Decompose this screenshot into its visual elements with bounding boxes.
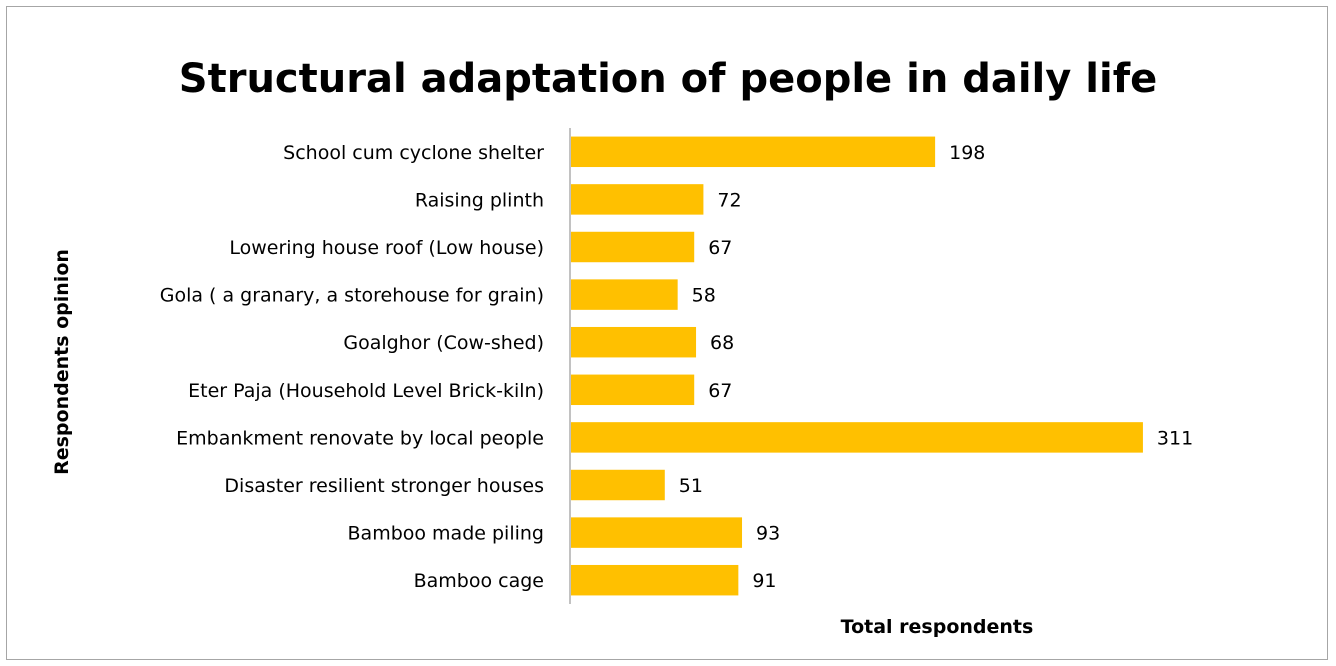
data-label: 58 <box>692 285 716 307</box>
category-label: School cum cyclone shelter <box>283 142 544 164</box>
y-axis-title: Respondents opinion <box>51 249 73 475</box>
data-label: 67 <box>708 237 732 259</box>
category-label: Embankment renovate by local people <box>176 427 544 449</box>
bar <box>571 374 695 406</box>
data-label: 91 <box>752 570 776 592</box>
category-label: Lowering house roof (Low house) <box>229 237 544 259</box>
category-label: Disaster resilient stronger houses <box>224 475 544 497</box>
bar <box>571 422 1143 453</box>
bar <box>571 136 936 168</box>
category-label: Goalghor (Cow-shed) <box>343 332 544 354</box>
bar <box>571 469 665 501</box>
x-axis-title: Total respondents <box>841 616 1034 638</box>
value-labels: 198 72 67 58 68 67 311 51 93 91 <box>679 142 1193 592</box>
bar <box>571 517 743 548</box>
category-label: Raising plinth <box>415 189 544 211</box>
category-label: Bamboo cage <box>414 570 544 592</box>
category-labels: School cum cyclone shelter Raising plinth… <box>160 142 544 592</box>
bars-group <box>571 136 1143 596</box>
data-label: 198 <box>949 142 985 164</box>
bar <box>571 279 678 310</box>
data-label: 311 <box>1157 427 1193 449</box>
data-label: 51 <box>679 475 703 497</box>
category-label: Eter Paja (Household Level Brick-kiln) <box>188 380 544 402</box>
category-label: Gola ( a granary, a storehouse for grain… <box>160 285 544 307</box>
bar <box>571 231 695 263</box>
bar <box>571 184 704 215</box>
data-label: 67 <box>708 380 732 402</box>
data-label: 93 <box>756 523 780 545</box>
bar <box>571 326 697 358</box>
chart-title: Structural adaptation of people in daily… <box>179 56 1157 102</box>
bar <box>571 564 739 596</box>
data-label: 68 <box>710 332 734 354</box>
data-label: 72 <box>717 189 741 211</box>
category-label: Bamboo made piling <box>348 523 544 545</box>
